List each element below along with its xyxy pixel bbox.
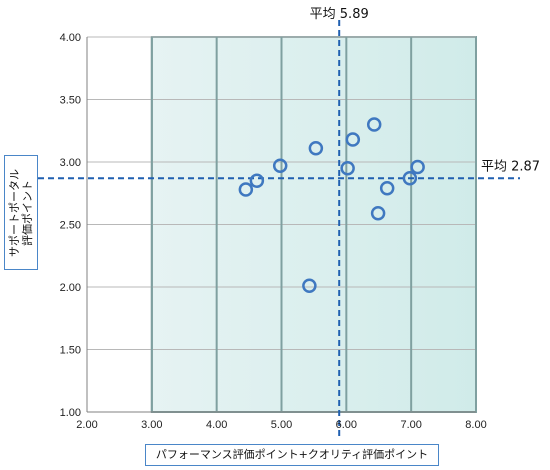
y-axis-title-text: サポートポータル 評価ポイント: [8, 169, 34, 257]
y-axis-title-line-1: サポートポータル: [8, 168, 21, 257]
y-tick-label: 3.50: [60, 95, 81, 107]
x-tick-label: 8.00: [465, 419, 486, 431]
x-tick-label: 5.00: [271, 419, 292, 431]
data-point: [272, 158, 288, 173]
y-axis-title-line-2: 評価ポイント: [21, 179, 34, 246]
y-tick-label: 1.50: [60, 345, 81, 357]
y-tick-label: 2.50: [60, 220, 81, 232]
x-tick-label: 3.00: [141, 419, 162, 431]
x-tick-label: 2.00: [76, 419, 97, 431]
x-tick-label: 6.00: [336, 419, 357, 431]
data-point: [370, 206, 386, 221]
x-tick-label: 7.00: [400, 419, 421, 431]
y-tick-label: 2.00: [60, 282, 81, 294]
mean-x-label: 平均 5.89: [310, 7, 369, 22]
y-tick-label: 1.00: [60, 407, 81, 419]
data-point: [340, 161, 355, 176]
data-point: [345, 132, 361, 147]
data-point: [308, 141, 324, 156]
data-point: [302, 278, 317, 293]
data-point: [249, 173, 265, 188]
data-point: [366, 117, 382, 132]
x-tick-label: 4.00: [206, 419, 227, 431]
data-point: [238, 182, 254, 197]
y-tick-label: 3.00: [60, 157, 81, 169]
data-point: [410, 159, 425, 175]
data-point: [379, 181, 395, 196]
y-tick-label: 4.00: [60, 32, 81, 44]
y-axis-title: サポートポータル 評価ポイント: [4, 155, 38, 270]
mean-y-label: 平均 2.87: [481, 159, 540, 174]
x-axis-title: パフォーマンス評価ポイント+クオリティ評価ポイント: [145, 444, 439, 466]
data-point: [402, 171, 418, 186]
